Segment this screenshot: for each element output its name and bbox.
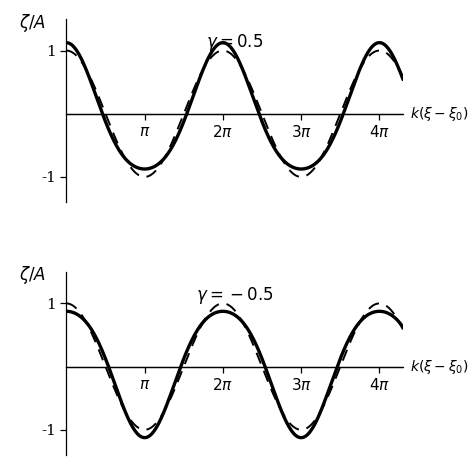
Text: $k(\xi-\xi_0)$: $k(\xi-\xi_0)$ [410,105,468,123]
Y-axis label: $\zeta/A$: $\zeta/A$ [19,264,46,286]
Text: $k(\xi-\xi_0)$: $k(\xi-\xi_0)$ [410,357,468,375]
Text: $\gamma=-0.5$: $\gamma=-0.5$ [196,285,273,306]
Text: $\gamma=0.5$: $\gamma=0.5$ [206,32,263,53]
Y-axis label: $\zeta/A$: $\zeta/A$ [19,12,46,34]
